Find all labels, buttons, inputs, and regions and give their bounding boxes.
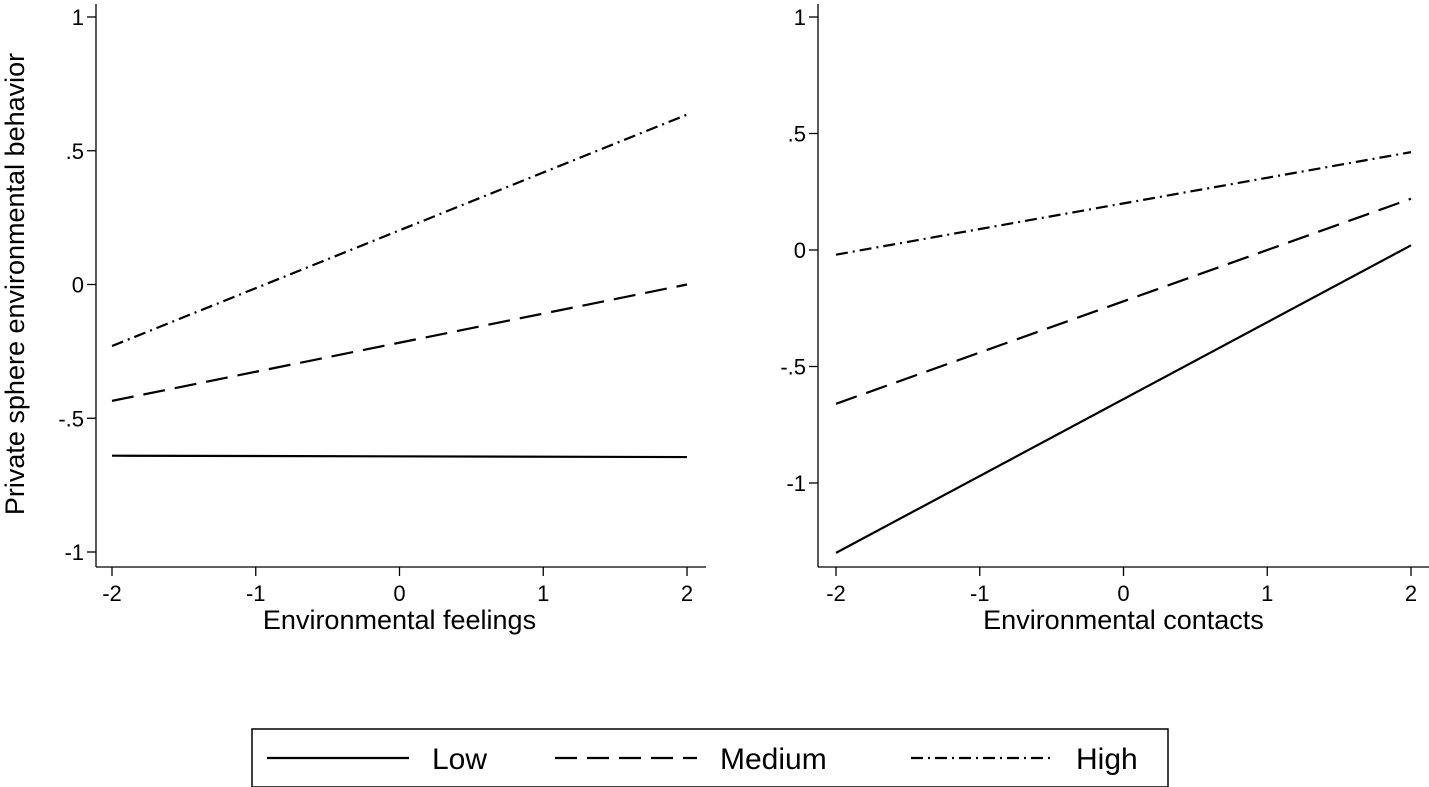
y-tick-label: -1 bbox=[786, 471, 806, 496]
x-tick-label: 0 bbox=[393, 581, 405, 606]
y-tick-label: 1 bbox=[794, 5, 806, 30]
legend-label-high: High bbox=[1076, 743, 1138, 776]
x-tick-label: 2 bbox=[681, 581, 693, 606]
x-tick-label: 1 bbox=[537, 581, 549, 606]
y-tick-label: -.5 bbox=[58, 406, 84, 431]
x-tick-label: 1 bbox=[1261, 581, 1273, 606]
y-tick-label: -.5 bbox=[780, 355, 806, 380]
legend-label-medium: Medium bbox=[720, 743, 827, 776]
x-axis-title: Environmental feelings bbox=[263, 605, 536, 635]
y-tick-label: 0 bbox=[72, 273, 84, 298]
chart-panel-left: -1 -.5 0 .5 1 -2 -1 0 1 2 Environmental feelings Pr… bbox=[0, 4, 706, 635]
x-tick-label: -2 bbox=[826, 581, 846, 606]
legend-label-low: Low bbox=[432, 743, 487, 776]
chart-panel-right: -1 -.5 0 .5 1 -2 -1 0 1 2 Environmental contacts bbox=[780, 4, 1429, 635]
y-tick-label: -1 bbox=[64, 540, 84, 565]
legend: Low Medium High bbox=[251, 728, 1169, 787]
series-line-medium bbox=[835, 197, 1412, 405]
series-line-low bbox=[835, 244, 1412, 554]
series-line-high bbox=[111, 113, 688, 348]
x-tick-label: -1 bbox=[246, 581, 266, 606]
x-tick-label: 2 bbox=[1405, 581, 1417, 606]
y-axis-title: Private sphere environmental behavior bbox=[0, 53, 30, 515]
x-tick-label: -1 bbox=[970, 581, 990, 606]
x-axis-title: Environmental contacts bbox=[983, 605, 1264, 635]
x-tick-label: -2 bbox=[102, 581, 122, 606]
series-line-medium bbox=[111, 283, 688, 402]
x-tick-label: 0 bbox=[1117, 581, 1129, 606]
series-line-low bbox=[111, 454, 688, 459]
series-line-high bbox=[835, 151, 1412, 256]
y-tick-label: 0 bbox=[794, 238, 806, 263]
y-tick-label: 1 bbox=[72, 5, 84, 30]
y-tick-label: .5 bbox=[788, 122, 806, 147]
y-tick-label: .5 bbox=[66, 139, 84, 164]
